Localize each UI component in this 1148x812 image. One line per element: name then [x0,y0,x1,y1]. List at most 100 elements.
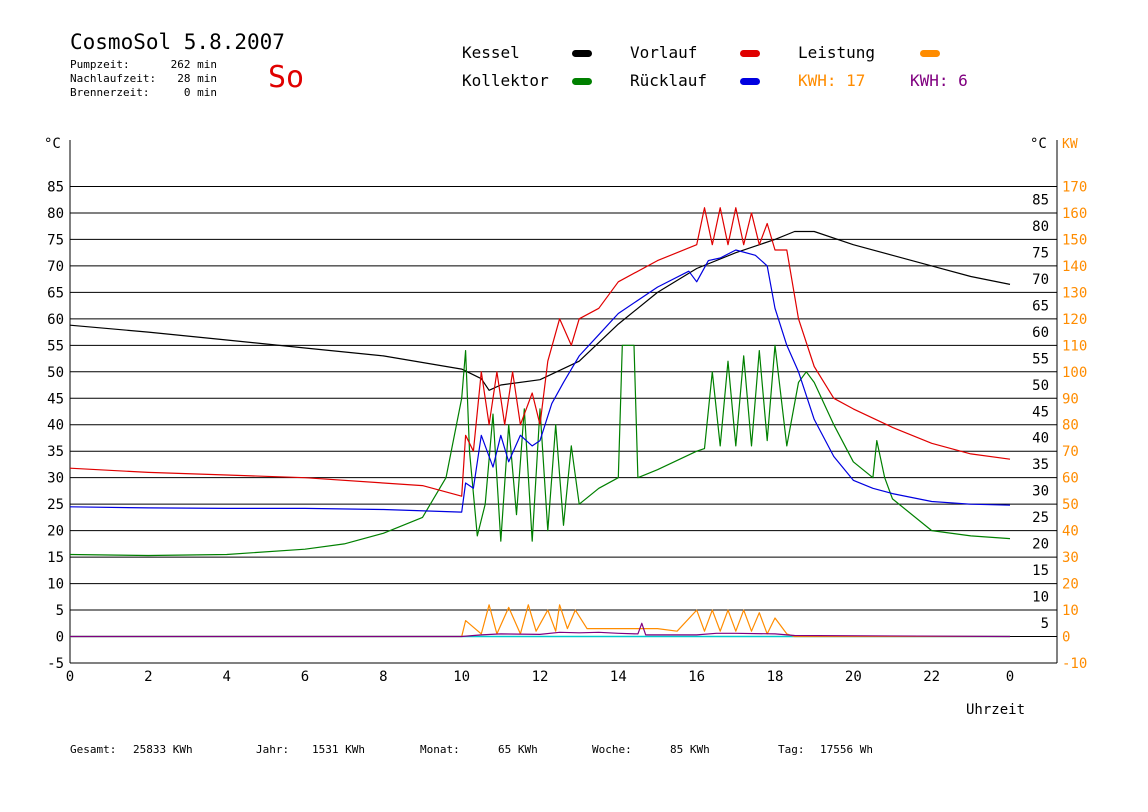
y-tick-right-power-10: 10 [1062,603,1079,619]
y-tick-right-temp-20: 20 [1032,537,1049,553]
y-tick-left-20: 20 [47,524,64,540]
x-tick-8: 16 [688,669,705,685]
y-axis-unit-right-temp: °C [1030,136,1047,152]
x-tick-4: 8 [379,669,387,685]
y-tick-right-temp-40: 40 [1032,431,1049,447]
pumpzeit-label: Pumpzeit: [70,58,130,71]
y-tick-left-65: 65 [47,285,64,301]
legend-kessel-swatch [572,50,592,57]
legend-kollektor: Kollektor [462,71,549,90]
series-line-0 [69,230,1011,391]
footer-jahr-label: Jahr: [256,743,290,756]
y-tick-right-temp-85: 85 [1032,192,1049,208]
y-axis-unit-right-power: KW [1062,137,1078,152]
footer-tag-value: 17556 Wh [820,743,873,756]
y-tick-left-10: 10 [47,577,64,593]
y-tick-left-30: 30 [47,471,64,487]
x-tick-11: 22 [923,669,940,685]
y-tick-left-45: 45 [47,391,64,407]
y-tick-right-power-160: 160 [1062,206,1087,222]
y-tick-right-power-150: 150 [1062,232,1087,248]
footer-gesamt-value: 25833 KWh [133,743,193,756]
x-tick-2: 4 [222,669,230,685]
series-line-1 [69,344,1011,557]
y-tick-right-power-130: 130 [1062,285,1087,301]
y-tick-right-temp-55: 55 [1032,351,1049,367]
legend-kwh-orange: KWH: 17 [798,71,866,90]
y-tick-left-80: 80 [47,206,64,222]
y-tick-right-temp-30: 30 [1032,484,1049,500]
y-tick-right-temp-80: 80 [1032,219,1049,235]
x-tick-10: 20 [845,669,862,685]
tick-labels: -505101520253035404550556065707580855101… [47,179,1087,685]
y-tick-left-15: 15 [47,550,64,566]
y-tick-right-temp-5: 5 [1041,616,1049,632]
legend-leistung: Leistung [798,43,876,62]
y-tick-right-power-110: 110 [1062,338,1087,354]
series-line-2 [69,207,1011,497]
y-tick-right-temp-65: 65 [1032,298,1049,314]
y-tick-right-power-80: 80 [1062,418,1079,434]
footer-monat-value: 65 KWh [498,743,538,756]
pumpzeit-value: 262 min [170,58,217,71]
brennerzeit-label: Brennerzeit: [70,86,150,99]
legend-ruecklauf-swatch [740,78,760,85]
legend-vorlauf: Vorlauf [630,43,698,62]
legend-kollektor-swatch [572,78,592,85]
footer-woche-label: Woche: [592,743,632,756]
y-tick-right-power-140: 140 [1062,259,1087,275]
nachlaufzeit-value: 28 min [177,72,217,85]
y-tick-right-power--10: -10 [1062,656,1087,672]
x-tick-12: 0 [1006,669,1014,685]
weekday-label: So [268,60,305,95]
footer-monat-label: Monat: [420,743,460,756]
y-tick-left-40: 40 [47,418,64,434]
y-tick-left-70: 70 [47,259,64,275]
x-tick-5: 10 [453,669,470,685]
y-tick-right-temp-60: 60 [1032,325,1049,341]
x-tick-0: 0 [66,669,74,685]
footer-jahr-value: 1531 KWh [312,743,365,756]
axes [69,140,1058,664]
y-tick-right-temp-70: 70 [1032,272,1049,288]
x-axis-label: Uhrzeit [966,702,1025,718]
grid-lines [70,185,1057,638]
y-tick-left-85: 85 [47,179,64,195]
y-tick-right-temp-25: 25 [1032,510,1049,526]
legend-kwh-purple: KWH: 6 [910,71,968,90]
y-tick-left-0: 0 [56,630,64,646]
y-tick-left-5: 5 [56,603,64,619]
footer-gesamt-label: Gesamt: [70,743,117,756]
legend-kessel: Kessel [462,43,520,62]
y-tick-right-temp-75: 75 [1032,245,1049,261]
y-tick-right-power-0: 0 [1062,630,1070,646]
y-tick-right-temp-15: 15 [1032,563,1049,579]
footer-woche-value: 85 KWh [670,743,710,756]
legend-leistung-swatch [920,50,940,57]
y-tick-right-power-120: 120 [1062,312,1087,328]
x-tick-1: 2 [144,669,152,685]
y-tick-right-power-20: 20 [1062,577,1079,593]
y-tick-left-75: 75 [47,232,64,248]
y-tick-right-power-70: 70 [1062,444,1079,460]
y-tick-right-power-30: 30 [1062,550,1079,566]
series-line-3 [69,249,1011,513]
legend-vorlauf-swatch [740,50,760,57]
y-tick-right-temp-10: 10 [1032,590,1049,606]
y-tick-right-temp-50: 50 [1032,378,1049,394]
series-line-4 [70,604,1010,638]
y-tick-right-power-100: 100 [1062,365,1087,381]
series-lines [69,207,1011,638]
y-tick-left-25: 25 [47,497,64,513]
brennerzeit-value: 0 min [183,86,217,99]
x-tick-3: 6 [301,669,309,685]
y-tick-right-power-50: 50 [1062,497,1079,513]
x-tick-9: 18 [767,669,784,685]
y-tick-left-60: 60 [47,312,64,328]
y-tick-right-power-60: 60 [1062,471,1079,487]
x-tick-6: 12 [532,669,549,685]
y-tick-right-power-40: 40 [1062,524,1079,540]
legend-ruecklauf: Rücklauf [630,71,708,90]
series-line-5 [70,622,1011,638]
